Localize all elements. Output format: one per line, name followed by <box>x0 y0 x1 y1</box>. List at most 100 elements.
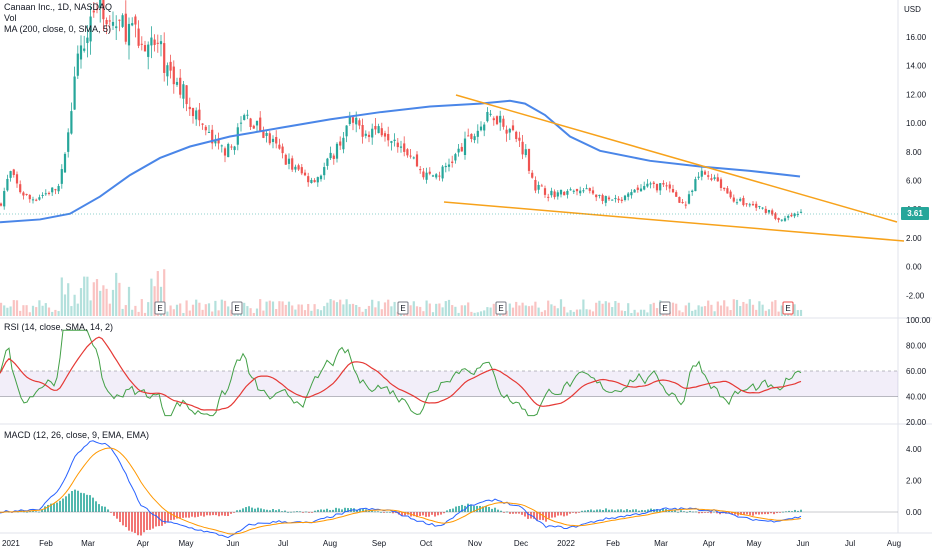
macd-histogram-bar <box>230 512 232 514</box>
macd-histogram-bar <box>167 512 169 522</box>
candle-body <box>316 177 319 183</box>
macd-histogram-bar <box>395 512 397 514</box>
macd-histogram-bar <box>62 498 64 512</box>
macd-label[interactable]: MACD (12, 26, close, 9, EMA, EMA) <box>4 430 150 440</box>
macd-histogram-bar <box>47 504 49 512</box>
macd-histogram-bar <box>380 511 382 513</box>
macd-histogram-bar <box>152 512 154 529</box>
volume-bar <box>281 301 284 316</box>
rsi-ma-line <box>0 336 802 411</box>
macd-histogram-bar <box>68 493 70 512</box>
volume-bar <box>473 312 476 316</box>
volume-label[interactable]: Vol <box>4 13 17 23</box>
volume-bar <box>377 301 380 316</box>
volume-bar <box>707 300 710 316</box>
volume-bar <box>697 305 700 316</box>
volume-bar <box>195 299 198 316</box>
macd-histogram-bar <box>149 512 151 530</box>
volume-bar <box>220 299 223 316</box>
price-tick-label: 8.00 <box>906 148 922 157</box>
macd-histogram-bar <box>539 512 541 520</box>
volume-bar <box>67 283 70 316</box>
macd-histogram-bar <box>518 512 520 514</box>
macd-histogram-bar <box>176 512 178 519</box>
rsi-tick-label: 80.00 <box>906 342 927 351</box>
price-tick-label: 10.00 <box>906 119 927 128</box>
volume-bar <box>758 301 761 316</box>
rsi-tick-label: 40.00 <box>906 393 927 402</box>
volume-bar <box>111 289 115 316</box>
volume-bar <box>755 309 758 316</box>
candle-body <box>172 66 175 85</box>
volume-bar <box>307 303 310 316</box>
macd-histogram-bar <box>344 507 346 512</box>
macd-histogram-bar <box>26 511 28 513</box>
macd-histogram-bar <box>605 508 607 512</box>
macd-histogram-bar <box>470 504 472 512</box>
volume-bar <box>284 304 287 316</box>
macd-histogram-bar <box>431 512 433 515</box>
volume-bar <box>19 310 22 316</box>
volume-bar <box>92 282 95 316</box>
macd-histogram-bar <box>278 509 280 512</box>
candle-body <box>707 175 710 177</box>
volume-bar <box>163 269 166 316</box>
candle-body <box>380 128 383 136</box>
macd-histogram-bar <box>146 512 148 530</box>
macd-histogram-bar <box>641 509 643 512</box>
volume-bar <box>3 305 6 316</box>
candle-body <box>44 193 47 195</box>
volume-bar <box>262 310 265 316</box>
macd-histogram-bar <box>593 510 595 512</box>
rsi-panel[interactable] <box>0 329 898 417</box>
candle-body <box>508 128 511 133</box>
macd-histogram-bar <box>41 509 43 512</box>
volume-bar <box>35 307 38 316</box>
candle-body <box>422 171 425 178</box>
macd-histogram-bar <box>707 512 709 513</box>
time-tick-label: Dec <box>514 539 528 548</box>
candle-body <box>767 209 771 213</box>
rsi-tick-label: 60.00 <box>906 367 927 376</box>
volume-bar <box>633 309 636 316</box>
volume-bar <box>214 300 217 316</box>
candle-body <box>611 199 614 201</box>
volume-bar <box>553 305 556 316</box>
volume-bar <box>540 311 543 316</box>
candle-body <box>367 134 371 137</box>
volume-bar <box>710 304 713 316</box>
candle-body <box>108 20 111 22</box>
rsi-label[interactable]: RSI (14, close, SMA, 14, 2) <box>4 322 114 332</box>
volume-bar <box>511 307 515 316</box>
macd-histogram-bar <box>200 512 202 516</box>
symbol-title[interactable]: Canaan Inc., 1D, NASDAQ <box>4 2 113 12</box>
candle-body <box>761 207 764 209</box>
volume-bar <box>371 299 374 316</box>
volume-bar <box>188 310 191 316</box>
candle-body <box>175 81 179 85</box>
volume-bar <box>611 307 614 316</box>
volume-bar <box>185 300 188 316</box>
candle-body <box>604 196 607 203</box>
candle-body <box>716 177 719 182</box>
volume-bar <box>329 299 332 316</box>
volume-bar <box>355 305 358 316</box>
macd-panel[interactable] <box>0 440 898 539</box>
macd-histogram-bar <box>401 512 403 516</box>
volume-bar <box>582 299 585 316</box>
candle-body <box>774 213 777 219</box>
candle-body <box>134 16 137 25</box>
volume-bar <box>748 299 751 316</box>
macd-histogram-bar <box>437 512 439 516</box>
ma-label[interactable]: MA (200, close, 0, SMA, 5) <box>4 24 112 34</box>
macd-histogram-bar <box>710 512 712 514</box>
candle-body <box>118 19 121 21</box>
volume-bar <box>339 299 342 316</box>
macd-histogram-bar <box>326 508 328 512</box>
candle-body <box>668 184 671 189</box>
volume-bar <box>428 303 431 316</box>
macd-histogram-bar <box>329 510 331 512</box>
candle-body <box>575 188 579 192</box>
